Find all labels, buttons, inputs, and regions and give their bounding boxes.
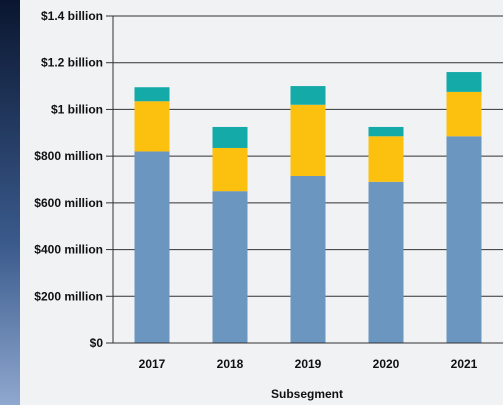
bar-segment (212, 126, 248, 148)
bar-segment (212, 191, 248, 343)
bar-segment (368, 126, 404, 137)
bar-segment (290, 175, 326, 343)
bar-segment (446, 72, 482, 92)
background-photo-strip (0, 0, 20, 405)
x-tick-label: 2018 (217, 357, 244, 371)
y-tick-labels: $0 $200 million $400 million $600 million $8… (34, 9, 103, 350)
axis-layer (106, 15, 503, 344)
bar-segment (290, 104, 326, 176)
bar-segment (368, 136, 404, 182)
bar-segment (134, 151, 170, 343)
bar-segment (134, 87, 170, 102)
x-tick-label: 2017 (139, 357, 166, 371)
y-tick-label: $600 million (34, 196, 103, 210)
y-tick-label: $200 million (34, 289, 103, 303)
bar-segment (290, 86, 326, 105)
bar-segment (446, 136, 482, 343)
bar-layer (134, 72, 482, 343)
y-tick-label: $1.4 billion (41, 9, 103, 23)
x-tick-label: 2020 (373, 357, 400, 371)
y-tick-label: $400 million (34, 243, 103, 257)
bar-segment (134, 101, 170, 152)
x-tick-label: 2019 (295, 357, 322, 371)
y-tick-label: $1.2 billion (41, 56, 103, 70)
bar-segment (446, 91, 482, 137)
x-axis-title: Subsegment (271, 387, 343, 401)
y-tick-label: $800 million (34, 149, 103, 163)
bar-segment (212, 147, 248, 192)
y-tick-label: $0 (90, 336, 104, 350)
y-tick-label: $1 billion (51, 102, 103, 116)
x-tick-label: 2021 (451, 357, 478, 371)
x-tick-labels: 2017 2018 2019 2020 2021 (139, 357, 478, 371)
bar-segment (368, 181, 404, 343)
